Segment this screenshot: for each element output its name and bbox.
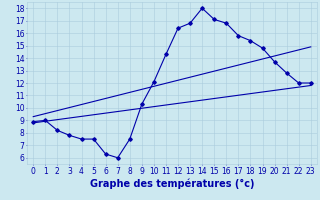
X-axis label: Graphe des températures (°c): Graphe des températures (°c): [90, 179, 254, 189]
